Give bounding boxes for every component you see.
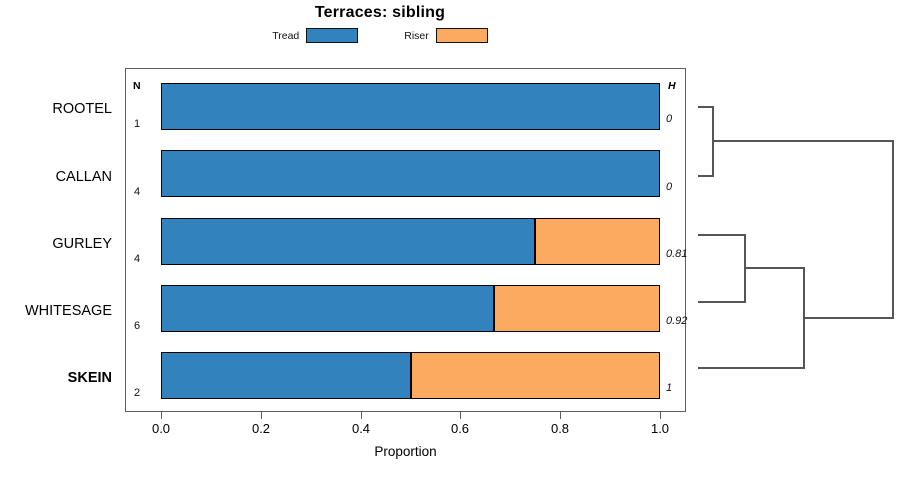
dendro-merge-gurley-whitesage xyxy=(698,234,746,303)
row-label-gurley: GURLEY xyxy=(52,236,112,252)
column-header-n: N xyxy=(133,80,141,92)
dendro-merge-rootel-callan xyxy=(698,106,714,177)
bar-segment-tread xyxy=(161,218,536,265)
cell-h-callan: 0 xyxy=(666,181,673,193)
row-label-rootel: ROOTEL xyxy=(52,101,112,117)
cell-n-rootel: 1 xyxy=(134,118,141,130)
x-tick-3 xyxy=(460,412,461,419)
bar-segment-tread xyxy=(161,83,660,130)
x-tick-label-5: 1.0 xyxy=(650,421,670,436)
chart-title: Terraces: sibling xyxy=(314,4,446,21)
cell-h-skein: 1 xyxy=(666,382,673,394)
cell-h-whitesage: 0.92 xyxy=(666,315,688,327)
bar-row-callan xyxy=(161,150,660,197)
x-tick-2 xyxy=(361,412,362,419)
bar-segment-riser xyxy=(493,285,660,332)
dendrogram xyxy=(690,68,900,412)
dendro-merge-root xyxy=(713,140,894,319)
x-axis-title: Proportion xyxy=(374,444,437,459)
x-tick-4 xyxy=(560,412,561,419)
cell-n-gurley: 4 xyxy=(134,253,141,265)
x-tick-label-4: 0.8 xyxy=(550,421,570,436)
bar-row-gurley xyxy=(161,218,660,265)
bar-row-skein xyxy=(161,352,660,399)
dendro-merge-gws-skein xyxy=(698,267,805,369)
x-tick-1 xyxy=(261,412,262,419)
chart-legend: Tread Riser xyxy=(0,28,760,43)
cell-n-skein: 2 xyxy=(134,387,141,399)
bar-row-whitesage xyxy=(161,285,660,332)
legend-entry-riser: Riser xyxy=(404,28,488,43)
cell-h-rootel: 0 xyxy=(666,113,673,125)
x-tick-5 xyxy=(660,412,661,419)
bar-segment-riser xyxy=(535,218,660,265)
row-label-callan: CALLAN xyxy=(55,169,112,185)
legend-entry-tread: Tread xyxy=(272,28,359,43)
x-tick-0 xyxy=(161,412,162,419)
row-label-column: ROOTEL CALLAN GURLEY WHITESAGE SKEIN xyxy=(0,68,118,412)
dendrogram-svg xyxy=(698,106,894,369)
bar-segment-riser xyxy=(410,352,660,399)
legend-label-tread: Tread xyxy=(272,29,300,42)
row-label-whitesage: WHITESAGE xyxy=(24,303,112,319)
row-label-skein: SKEIN xyxy=(67,370,112,386)
bar-segment-tread xyxy=(161,352,411,399)
bar-row-rootel xyxy=(161,83,660,130)
legend-swatch-riser xyxy=(435,28,488,43)
x-tick-label-0: 0.0 xyxy=(151,421,171,436)
bar-segment-tread xyxy=(161,285,494,332)
cell-h-gurley: 0.81 xyxy=(666,248,688,260)
x-tick-label-1: 0.2 xyxy=(251,421,271,436)
x-tick-label-3: 0.6 xyxy=(450,421,470,436)
legend-swatch-tread xyxy=(306,28,359,43)
cell-n-whitesage: 6 xyxy=(134,320,141,332)
bar-segment-tread xyxy=(161,150,660,197)
legend-label-riser: Riser xyxy=(404,29,429,42)
x-tick-label-2: 0.4 xyxy=(351,421,371,436)
column-header-h: H xyxy=(668,80,676,92)
cell-n-callan: 4 xyxy=(134,186,141,198)
